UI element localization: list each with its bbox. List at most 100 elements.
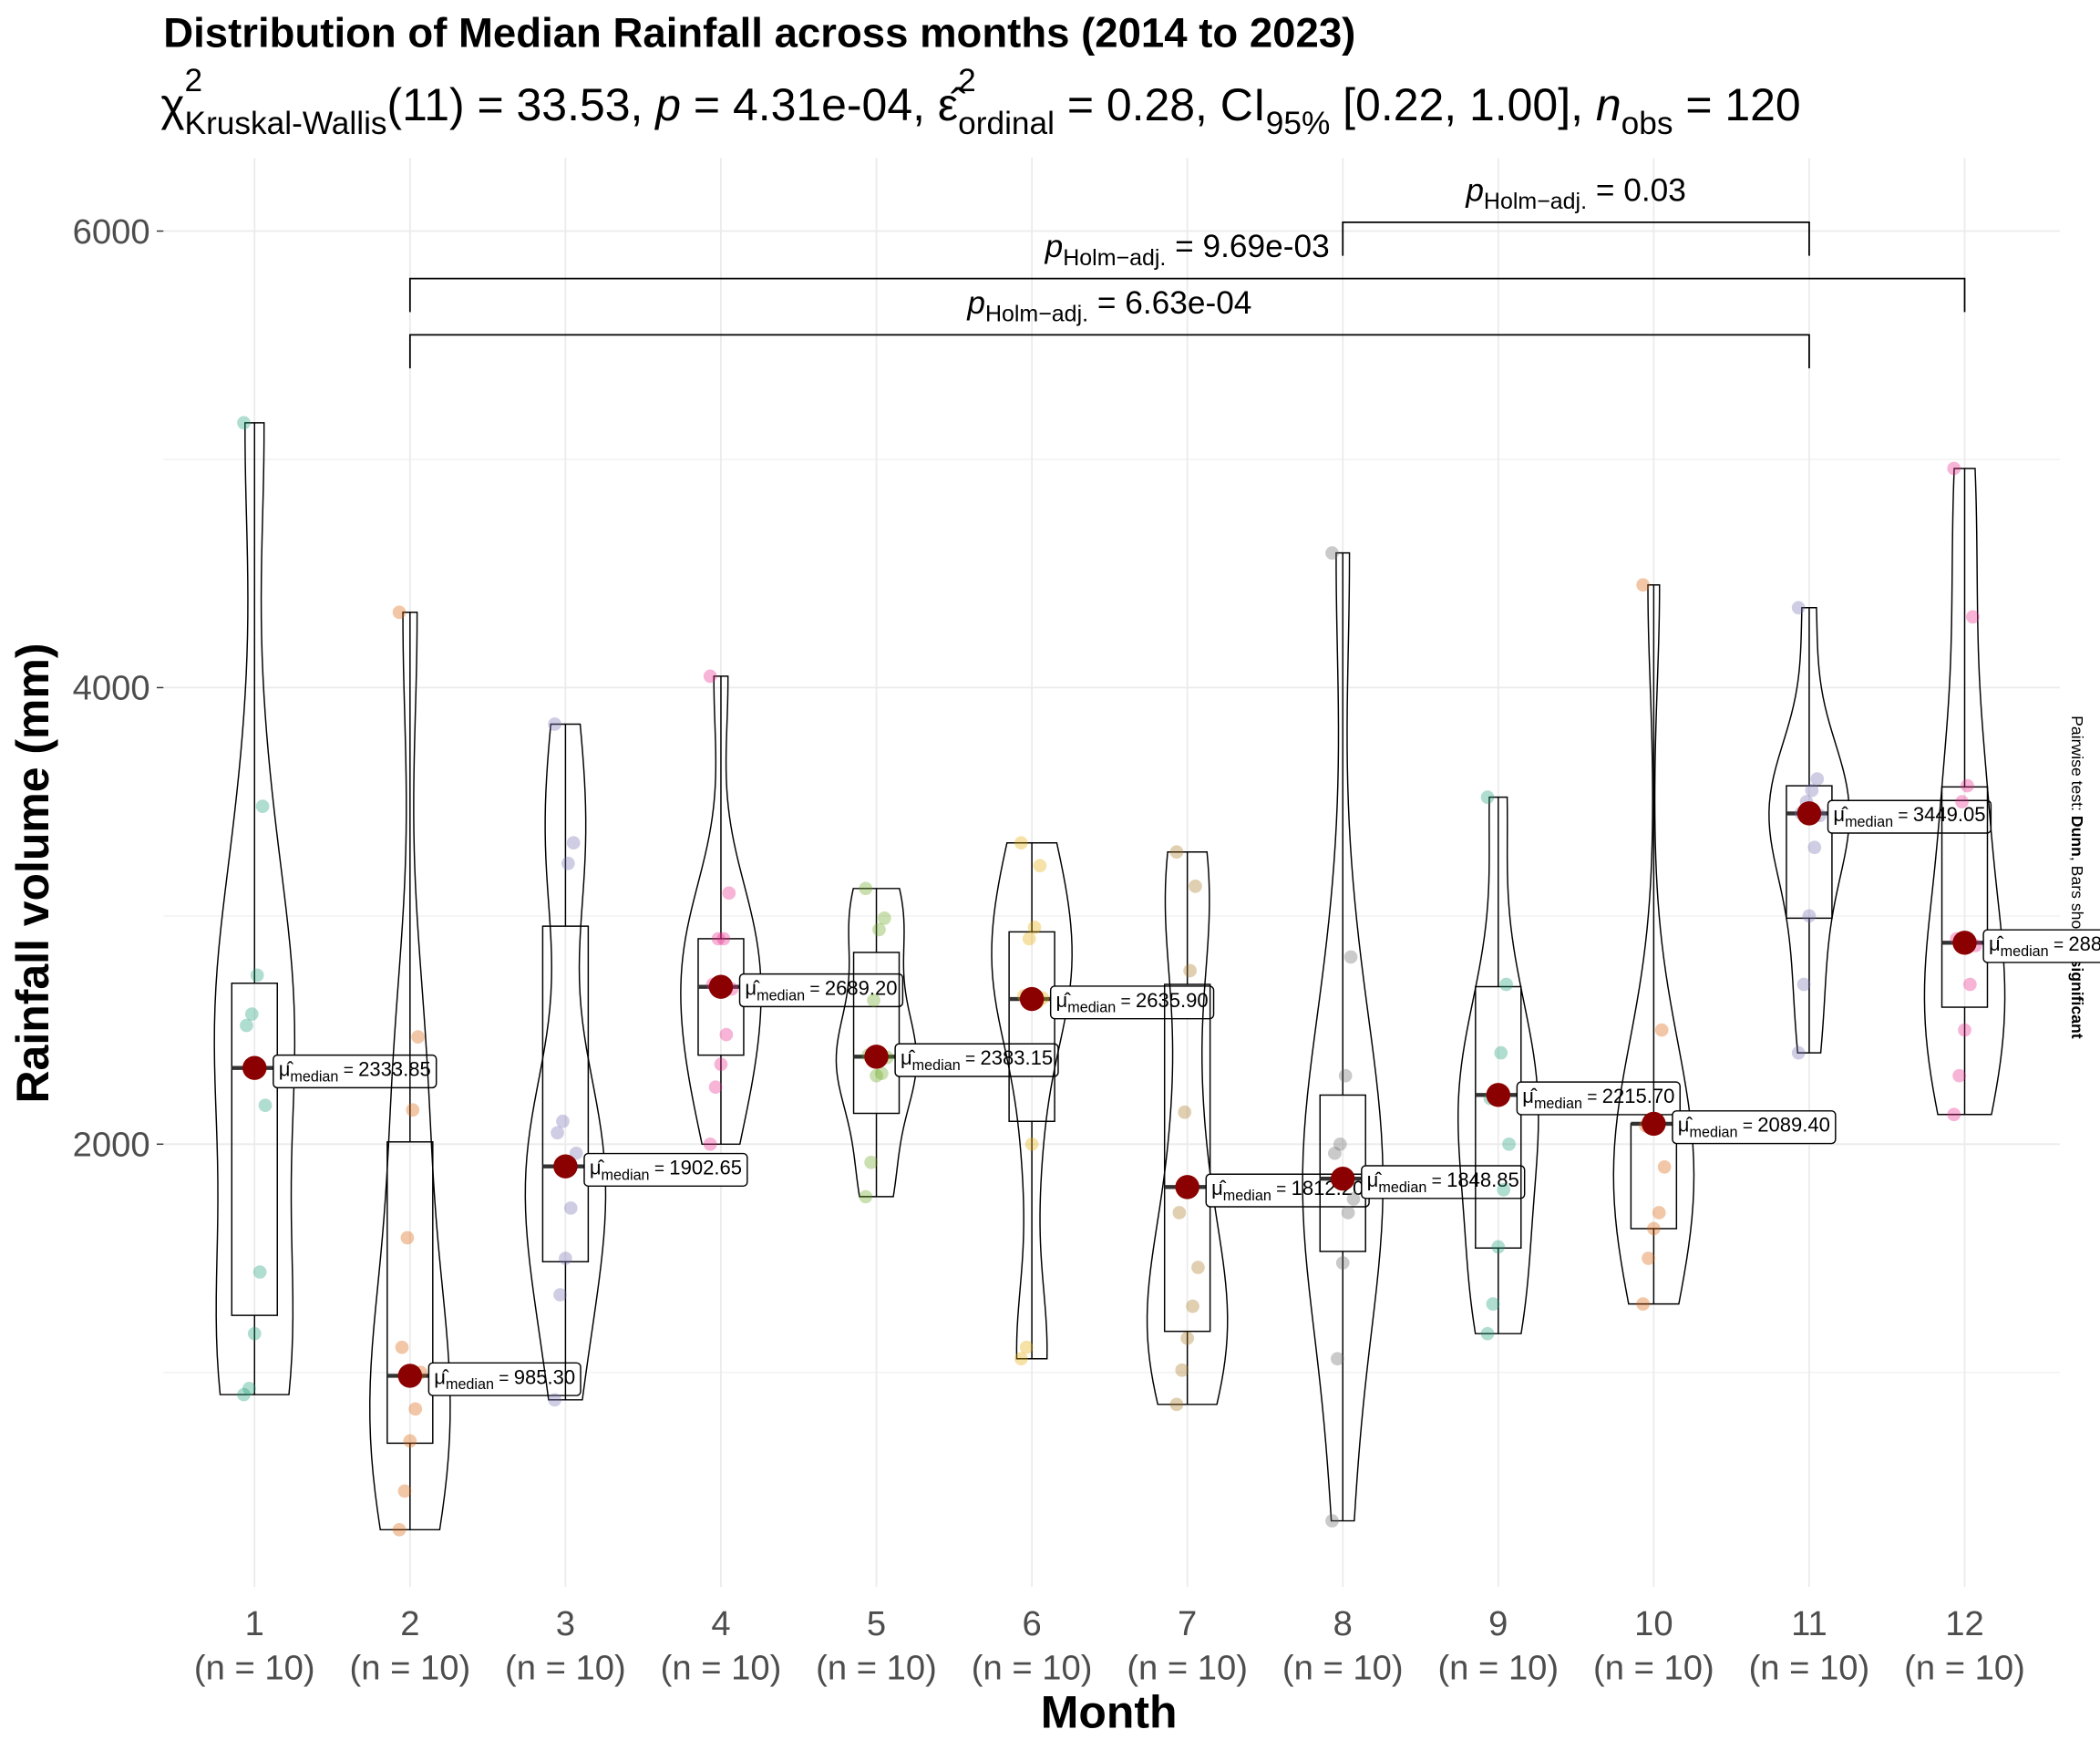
x-tick-label: 1 [245,1604,264,1643]
box [1008,931,1055,1123]
x-tick-sublabel: (n = 10) [194,1649,315,1688]
data-point [1636,578,1650,592]
data-point [392,605,407,620]
median-label-text: μ̂median = 2089.40 [1678,1114,1830,1141]
median-sub: median [1067,1000,1116,1016]
data-point [255,799,270,813]
data-point [569,1146,583,1160]
data-point [244,1007,259,1021]
data-point [392,1522,407,1537]
data-point [250,968,264,983]
median-eq: = [1893,807,1913,826]
subtitle-part: 2 [958,63,976,98]
x-tick-label: 12 [1945,1604,1983,1643]
data-point [252,1265,267,1279]
median-eq: = [961,1050,981,1069]
median-label-text: μ̂median = 2215.70 [1522,1085,1674,1112]
data-point [1642,1251,1655,1265]
data-point [258,1098,273,1113]
data-point [553,1288,567,1302]
x-tick-label: 9 [1488,1604,1508,1643]
median-eq: = [1426,1172,1446,1191]
median-value: 2882.40 [2068,932,2100,955]
median-symbol: μ̂ [1211,1177,1227,1199]
data-point [1805,783,1819,798]
x-tick-sublabel: (n = 10) [1593,1649,1714,1688]
comparison-value: 6.63e-04 [1125,285,1251,321]
median-symbol: μ̂ [590,1157,605,1179]
data-point [240,1018,253,1033]
data-point [875,1066,889,1081]
subtitle-part: = 120 [1673,79,1800,130]
data-point [1328,1146,1342,1160]
caption: Pairwise test: Dunn, Bars shown: signifi… [2068,715,2086,1039]
data-point [716,932,731,946]
median-symbol: μ̂ [1367,1168,1383,1191]
median-label-box [1827,799,1992,834]
x-tick-label: 4 [711,1604,730,1643]
box [1786,785,1833,920]
data-point [1486,1297,1500,1311]
data-point [561,856,575,870]
data-point [722,886,736,901]
median-value: 2215.70 [1602,1085,1675,1107]
median-point [708,974,734,999]
data-point [1335,1256,1350,1270]
data-point [1657,1160,1672,1174]
data-point [1955,795,1969,808]
violin [991,841,1073,1360]
median-eq: = [338,1062,358,1081]
median-value: 3449.05 [1913,803,1986,826]
data-point [1183,963,1197,978]
data-point [1947,461,1961,476]
data-point [1636,1297,1650,1311]
median-label: μ̂median = 2089.40 [1672,1110,1837,1145]
data-point [247,1326,262,1341]
data-point [1014,836,1028,850]
x-tick-label: 5 [867,1604,886,1643]
y-tick-label: 6000 [73,212,150,252]
x-tick-label: 10 [1634,1604,1673,1643]
median-label: μ̂median = 2215.70 [1516,1081,1681,1116]
comparison-bar [408,334,1810,369]
median-eq: = [650,1160,670,1179]
median-sub: median [1845,814,1893,830]
median-label: μ̂median = 1848.85 [1361,1165,1526,1199]
median-label-text: μ̂median = 1902.65 [590,1157,742,1184]
median-label-text: μ̂median = 1848.85 [1367,1168,1519,1196]
x-tick-label: 8 [1333,1604,1353,1643]
median-label: μ̂median = 985.30 [427,1362,582,1396]
data-point [1494,1045,1508,1060]
data-point [556,1114,570,1128]
comparison-label: pHolm−adj. = 0.03 [1465,172,1686,214]
median-sub: median [1378,1179,1426,1196]
median-value: 2689.20 [825,977,898,1000]
median-label-box [894,1043,1059,1077]
data-point [1791,601,1806,615]
x-tick-label: 2 [400,1604,419,1643]
median-label-text: μ̂median = 2635.90 [1056,989,1209,1016]
x-tick-sublabel: (n = 10) [1282,1649,1404,1688]
comparison-label: pHolm−adj. = 9.69e-03 [1045,229,1330,271]
data-point [714,1057,728,1072]
median-value: 2383.15 [980,1046,1053,1069]
median-symbol: μ̂ [1056,989,1072,1012]
median-symbol: μ̂ [279,1058,294,1081]
data-point [719,1027,734,1042]
subtitle-part: obs [1621,106,1673,141]
data-point [1024,1137,1039,1151]
data-point [711,932,726,946]
median-point [553,1154,578,1179]
data-point [1343,950,1358,964]
median-sub: median [2001,943,2049,960]
box [541,925,590,1263]
chart-title: Distribution of Median Rainfall across m… [163,9,1355,56]
data-point [870,1068,883,1083]
data-point [563,1201,578,1215]
median-sub: median [912,1057,961,1074]
data-point [1647,1221,1661,1236]
data-point [397,1484,412,1498]
subtitle-part: (11) = 33.53, [387,79,656,130]
x-tick-sublabel: (n = 10) [505,1649,626,1688]
data-point [1346,1192,1361,1206]
